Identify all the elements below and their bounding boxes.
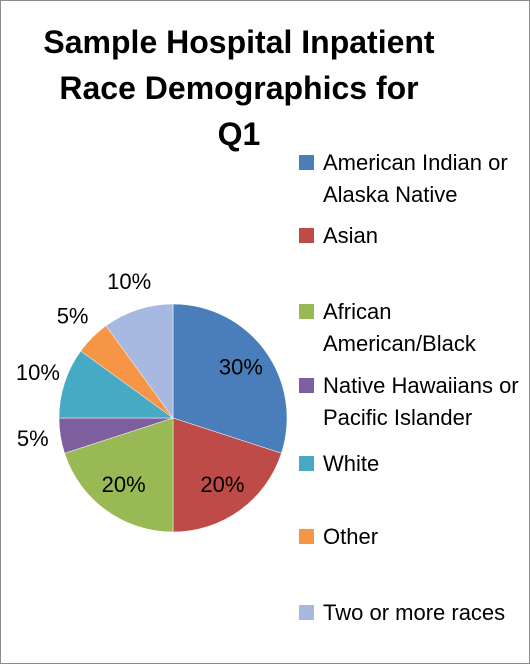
data-label-american-indian-or-alaska-native: 30% (219, 354, 263, 379)
pie-slice-two-or-more-races (105, 303, 174, 419)
legend-item-native-hawaiians-or-pacific-islander: Native Hawaiians or Pacific Islander (299, 370, 527, 434)
legend: American Indian or Alaska Native Asian A… (299, 1, 529, 663)
data-label-native-hawaiians-or-pacific-islander: 5% (17, 426, 49, 451)
pie-slice-american-indian-or-alaska-native (172, 303, 288, 454)
legend-swatch-asian (299, 228, 314, 243)
legend-swatch-two-or-more-races (299, 605, 314, 620)
legend-item-two-or-more-races: Two or more races (299, 597, 527, 629)
legend-label-native-hawaiians-or-pacific-islander: Native Hawaiians or Pacific Islander (323, 373, 519, 430)
pie-slices (58, 303, 288, 533)
legend-item-american-indian-or-alaska-native: American Indian or Alaska Native (299, 147, 527, 211)
legend-label-two-or-more-races: Two or more races (323, 600, 506, 625)
legend-item-african-american-black: African American/Black (299, 296, 527, 360)
data-label-asian: 20% (200, 472, 244, 497)
legend-swatch-other (299, 529, 314, 544)
data-label-african-american-black: 20% (102, 472, 146, 497)
pie-slice-african-american-black (64, 417, 174, 533)
legend-label-other: Other (323, 524, 379, 549)
legend-swatch-native-hawaiians-or-pacific-islander (299, 378, 314, 393)
data-label-two-or-more-races: 10% (107, 269, 151, 294)
chart-title: Sample Hospital Inpatient Race Demograph… (19, 19, 459, 157)
data-label-other: 5% (57, 303, 89, 328)
pie-slice-asian (172, 417, 282, 533)
legend-label-american-indian-or-alaska-native: American Indian or Alaska Native (323, 150, 508, 207)
chart-title-line-2: Race Demographics for (59, 70, 419, 106)
legend-swatch-american-indian-or-alaska-native (299, 155, 314, 170)
legend-label-asian: Asian (323, 223, 379, 248)
legend-label-african-american-black: African American/Black (323, 299, 476, 356)
legend-swatch-african-american-black (299, 304, 314, 319)
chart-title-line-3: Q1 (217, 116, 261, 152)
chart-title-line-1: Sample Hospital Inpatient (43, 24, 435, 60)
pie-slice-white (58, 350, 174, 419)
legend-item-white: White (299, 448, 527, 480)
pie-data-labels: 30% 20% 20% 5% 10% 5% 10% (16, 269, 263, 497)
legend-swatch-white (299, 456, 314, 471)
legend-label-white: White (323, 451, 380, 476)
legend-item-asian: Asian (299, 220, 527, 252)
legend-item-other: Other (299, 521, 527, 553)
data-label-white: 10% (16, 360, 60, 385)
